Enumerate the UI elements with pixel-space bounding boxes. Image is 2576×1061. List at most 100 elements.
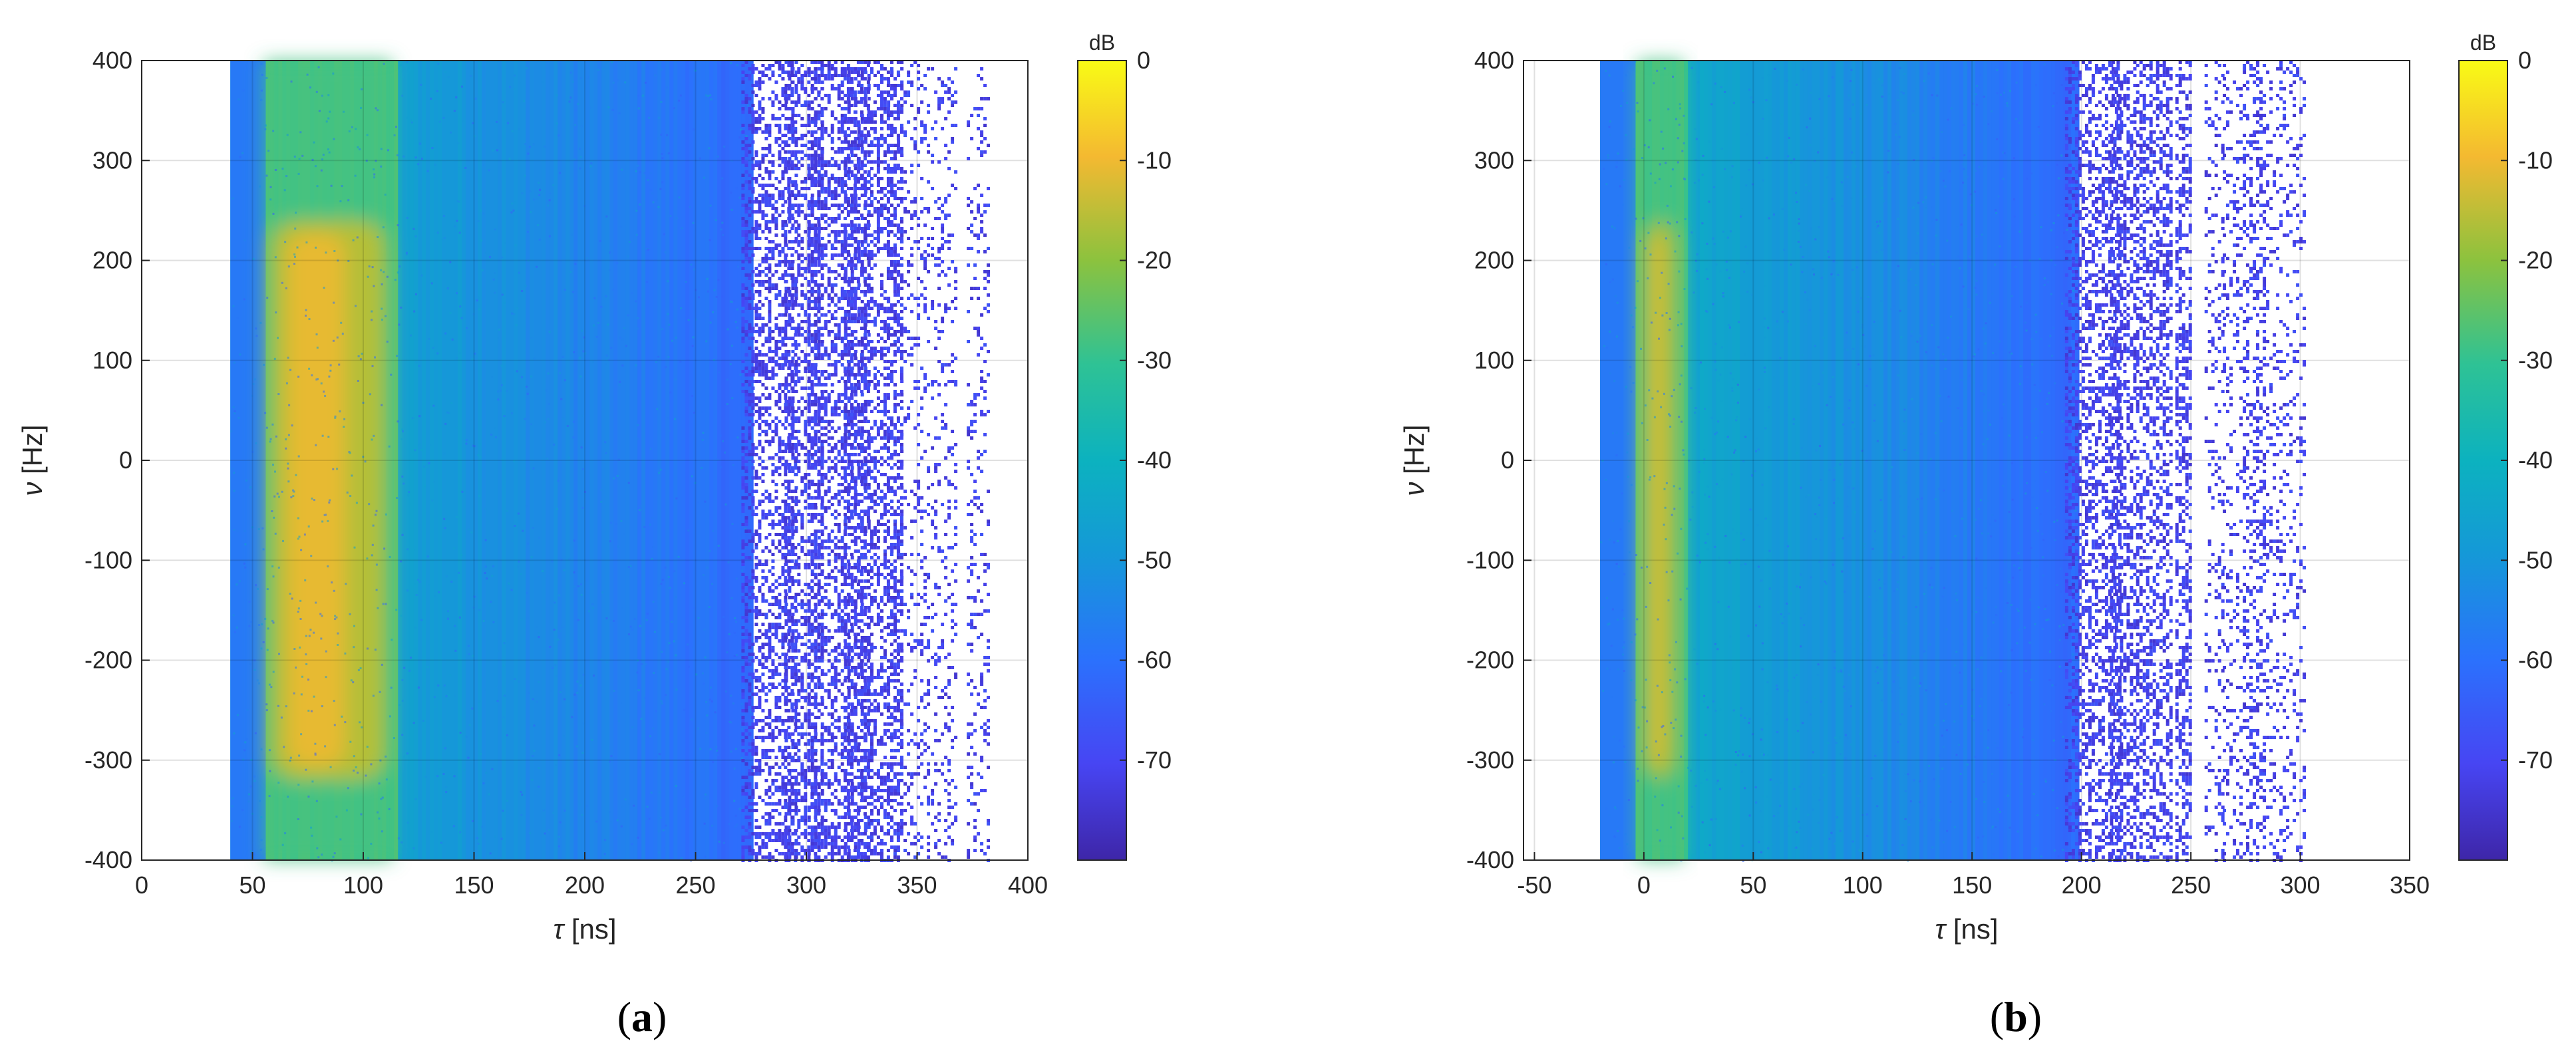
speckle xyxy=(555,763,558,766)
sparse-cell xyxy=(794,722,798,726)
sparse-cell xyxy=(827,233,831,237)
speckle xyxy=(320,169,323,172)
speckle xyxy=(649,172,652,175)
sparse-cell xyxy=(790,400,794,403)
sparse-cell xyxy=(790,706,794,709)
sparse-cell xyxy=(794,327,798,330)
speckle xyxy=(734,321,737,323)
sparse-cell xyxy=(847,107,851,110)
sparse-cell xyxy=(784,749,788,752)
speckle xyxy=(734,748,737,750)
sparse-cell xyxy=(788,829,792,832)
sparse-cell xyxy=(748,187,752,190)
sparse-cell xyxy=(800,659,804,663)
sparse-cell xyxy=(817,217,821,220)
sparse-cell xyxy=(787,436,791,440)
heatmap-column xyxy=(546,61,550,860)
sparse-cell xyxy=(744,230,748,233)
sparse-cell xyxy=(804,849,808,852)
sparse-cell xyxy=(857,224,861,227)
sparse-cell xyxy=(827,64,831,67)
speckle xyxy=(600,305,603,308)
speckle xyxy=(474,353,476,355)
sparse-cell xyxy=(781,566,785,569)
sparse-cell xyxy=(784,243,788,247)
sparse-cell xyxy=(837,194,841,197)
sparse-cell xyxy=(800,413,804,416)
speckle xyxy=(356,236,359,239)
sparse-cell xyxy=(784,533,788,536)
speckle xyxy=(263,363,265,366)
sparse-cell xyxy=(817,263,821,267)
speckle xyxy=(695,673,698,676)
sparse-cell xyxy=(820,313,824,317)
sparse-cell xyxy=(790,643,794,646)
sparse-cell xyxy=(754,110,758,114)
sparse-cell xyxy=(810,679,814,682)
sparse-cell xyxy=(820,257,824,260)
speckle xyxy=(503,484,506,487)
sparse-cell xyxy=(748,782,752,786)
sparse-cell xyxy=(784,320,788,323)
sparse-cell xyxy=(781,297,785,300)
speckle xyxy=(260,647,263,650)
speckle xyxy=(465,442,468,445)
sparse-cell xyxy=(800,726,804,729)
sparse-cell xyxy=(784,403,788,406)
sparse-cell xyxy=(784,71,788,74)
sparse-cell xyxy=(748,307,752,310)
speckle xyxy=(546,457,549,460)
speckle xyxy=(715,295,718,298)
sparse-cell xyxy=(794,114,798,117)
sparse-cell xyxy=(748,293,752,297)
sparse-cell xyxy=(761,187,765,190)
sparse-cell xyxy=(817,310,821,313)
sparse-cell xyxy=(774,533,778,536)
speckle xyxy=(468,653,470,655)
sparse-cell xyxy=(790,100,794,104)
sparse-cell xyxy=(768,194,772,197)
speckle xyxy=(730,694,732,697)
sparse-cell xyxy=(771,114,775,117)
sparse-cell xyxy=(778,363,782,367)
sparse-cell xyxy=(790,293,794,297)
sparse-cell xyxy=(748,323,752,327)
sparse-cell xyxy=(761,473,765,476)
sparse-cell xyxy=(748,214,752,217)
sparse-cell xyxy=(741,250,745,253)
sparse-cell xyxy=(817,270,821,273)
sparse-cell xyxy=(741,247,745,250)
sparse-cell xyxy=(787,71,791,74)
sparse-cell xyxy=(768,124,772,127)
speckle xyxy=(619,226,622,227)
speckle xyxy=(616,262,619,265)
sparse-cell xyxy=(778,107,782,110)
sparse-cell xyxy=(744,287,748,290)
speckle xyxy=(447,76,450,78)
sparse-cell xyxy=(748,74,752,77)
sparse-cell xyxy=(744,233,748,237)
sparse-cell xyxy=(784,845,788,849)
sparse-cell xyxy=(744,663,748,666)
speckle xyxy=(417,163,420,166)
sparse-cell xyxy=(794,466,798,470)
speckle xyxy=(597,69,599,71)
sparse-cell xyxy=(810,609,814,613)
sparse-cell xyxy=(781,194,785,197)
sparse-cell xyxy=(774,822,778,826)
sparse-cell xyxy=(758,204,762,207)
sparse-cell xyxy=(781,663,785,666)
speckle xyxy=(579,357,581,359)
sparse-cell xyxy=(810,623,814,626)
speckle xyxy=(337,632,339,635)
sparse-cell xyxy=(771,257,775,260)
sparse-cell xyxy=(837,87,841,90)
speckle xyxy=(426,555,429,558)
speckle xyxy=(453,110,456,112)
speckle xyxy=(477,454,480,456)
sparse-cell xyxy=(784,230,788,233)
sparse-cell xyxy=(790,214,794,217)
sparse-cell xyxy=(748,207,752,210)
sparse-cell xyxy=(814,516,818,520)
speckle xyxy=(627,566,630,569)
